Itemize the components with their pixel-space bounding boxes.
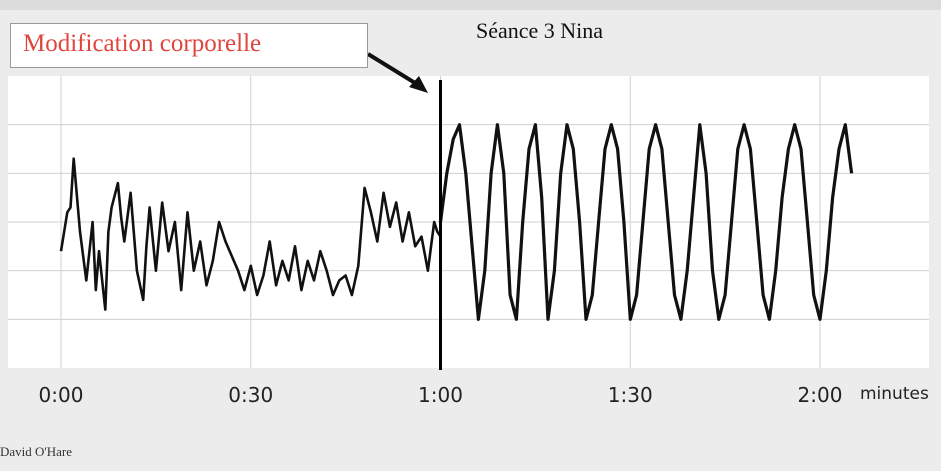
x-tick-label: 0:00: [38, 383, 84, 407]
x-tick-label: 1:30: [607, 383, 653, 407]
annotation-label: Modification corporelle: [23, 30, 262, 57]
trace-after-change: [438, 123, 854, 321]
top-toolbar-strip: [0, 0, 941, 10]
chart-title: Séance 3 Nina: [476, 18, 604, 43]
credit-label: David O'Hare: [0, 444, 73, 459]
series-group: [59, 123, 854, 321]
x-tick-label: 1:00: [418, 383, 463, 407]
x-tick-label: 2:00: [797, 383, 843, 407]
trace-before-change: [59, 157, 442, 311]
annotation-arrow: [366, 52, 428, 93]
x-axis-unit-label: minutes: [860, 384, 929, 404]
annotation-box: Modification corporelle: [10, 23, 368, 68]
x-tick-label: 0:30: [228, 383, 274, 407]
